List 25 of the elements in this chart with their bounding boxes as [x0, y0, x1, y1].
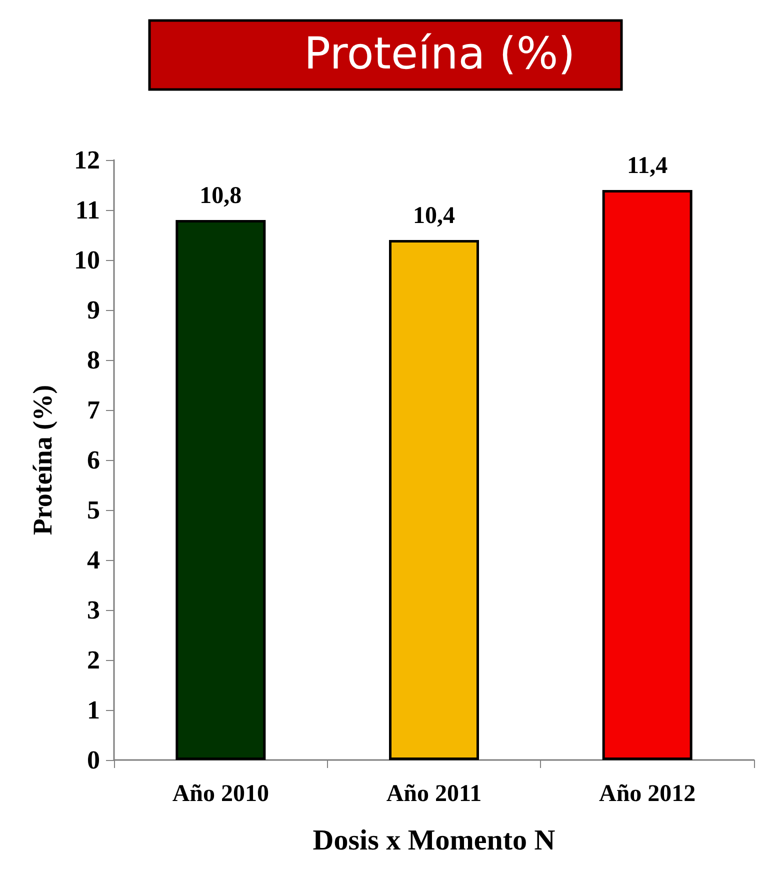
- x-tick-label: Año 2011: [386, 781, 482, 807]
- data-label: 10,8: [200, 183, 242, 209]
- data-label: 11,4: [626, 153, 668, 179]
- y-tick-label: 10: [74, 246, 100, 274]
- y-tick-label: 7: [87, 396, 100, 424]
- y-tick-label: 3: [87, 596, 100, 624]
- bar: [602, 190, 692, 760]
- x-tick-label: Año 2010: [172, 781, 270, 807]
- bar: [176, 220, 266, 760]
- x-tick-label: Año 2012: [598, 781, 696, 807]
- y-tick-label: 6: [87, 446, 100, 474]
- chart-title: Proteína (%): [304, 28, 576, 80]
- y-tick-label: 2: [87, 646, 100, 674]
- y-tick-label: 1: [87, 696, 100, 724]
- y-tick-label: 12: [74, 146, 100, 174]
- y-tick-label: 11: [75, 196, 100, 224]
- x-axis-title: Dosis x Momento N: [312, 824, 556, 856]
- y-tick-label: 4: [87, 546, 100, 574]
- data-label: 10,4: [413, 203, 455, 229]
- y-tick-label: 9: [87, 296, 100, 324]
- y-axis-title: Proteína (%): [28, 384, 58, 536]
- y-tick-label: 5: [87, 496, 100, 524]
- bar: [389, 240, 479, 760]
- y-tick-label: 0: [87, 746, 100, 774]
- y-tick-label: 8: [87, 346, 100, 374]
